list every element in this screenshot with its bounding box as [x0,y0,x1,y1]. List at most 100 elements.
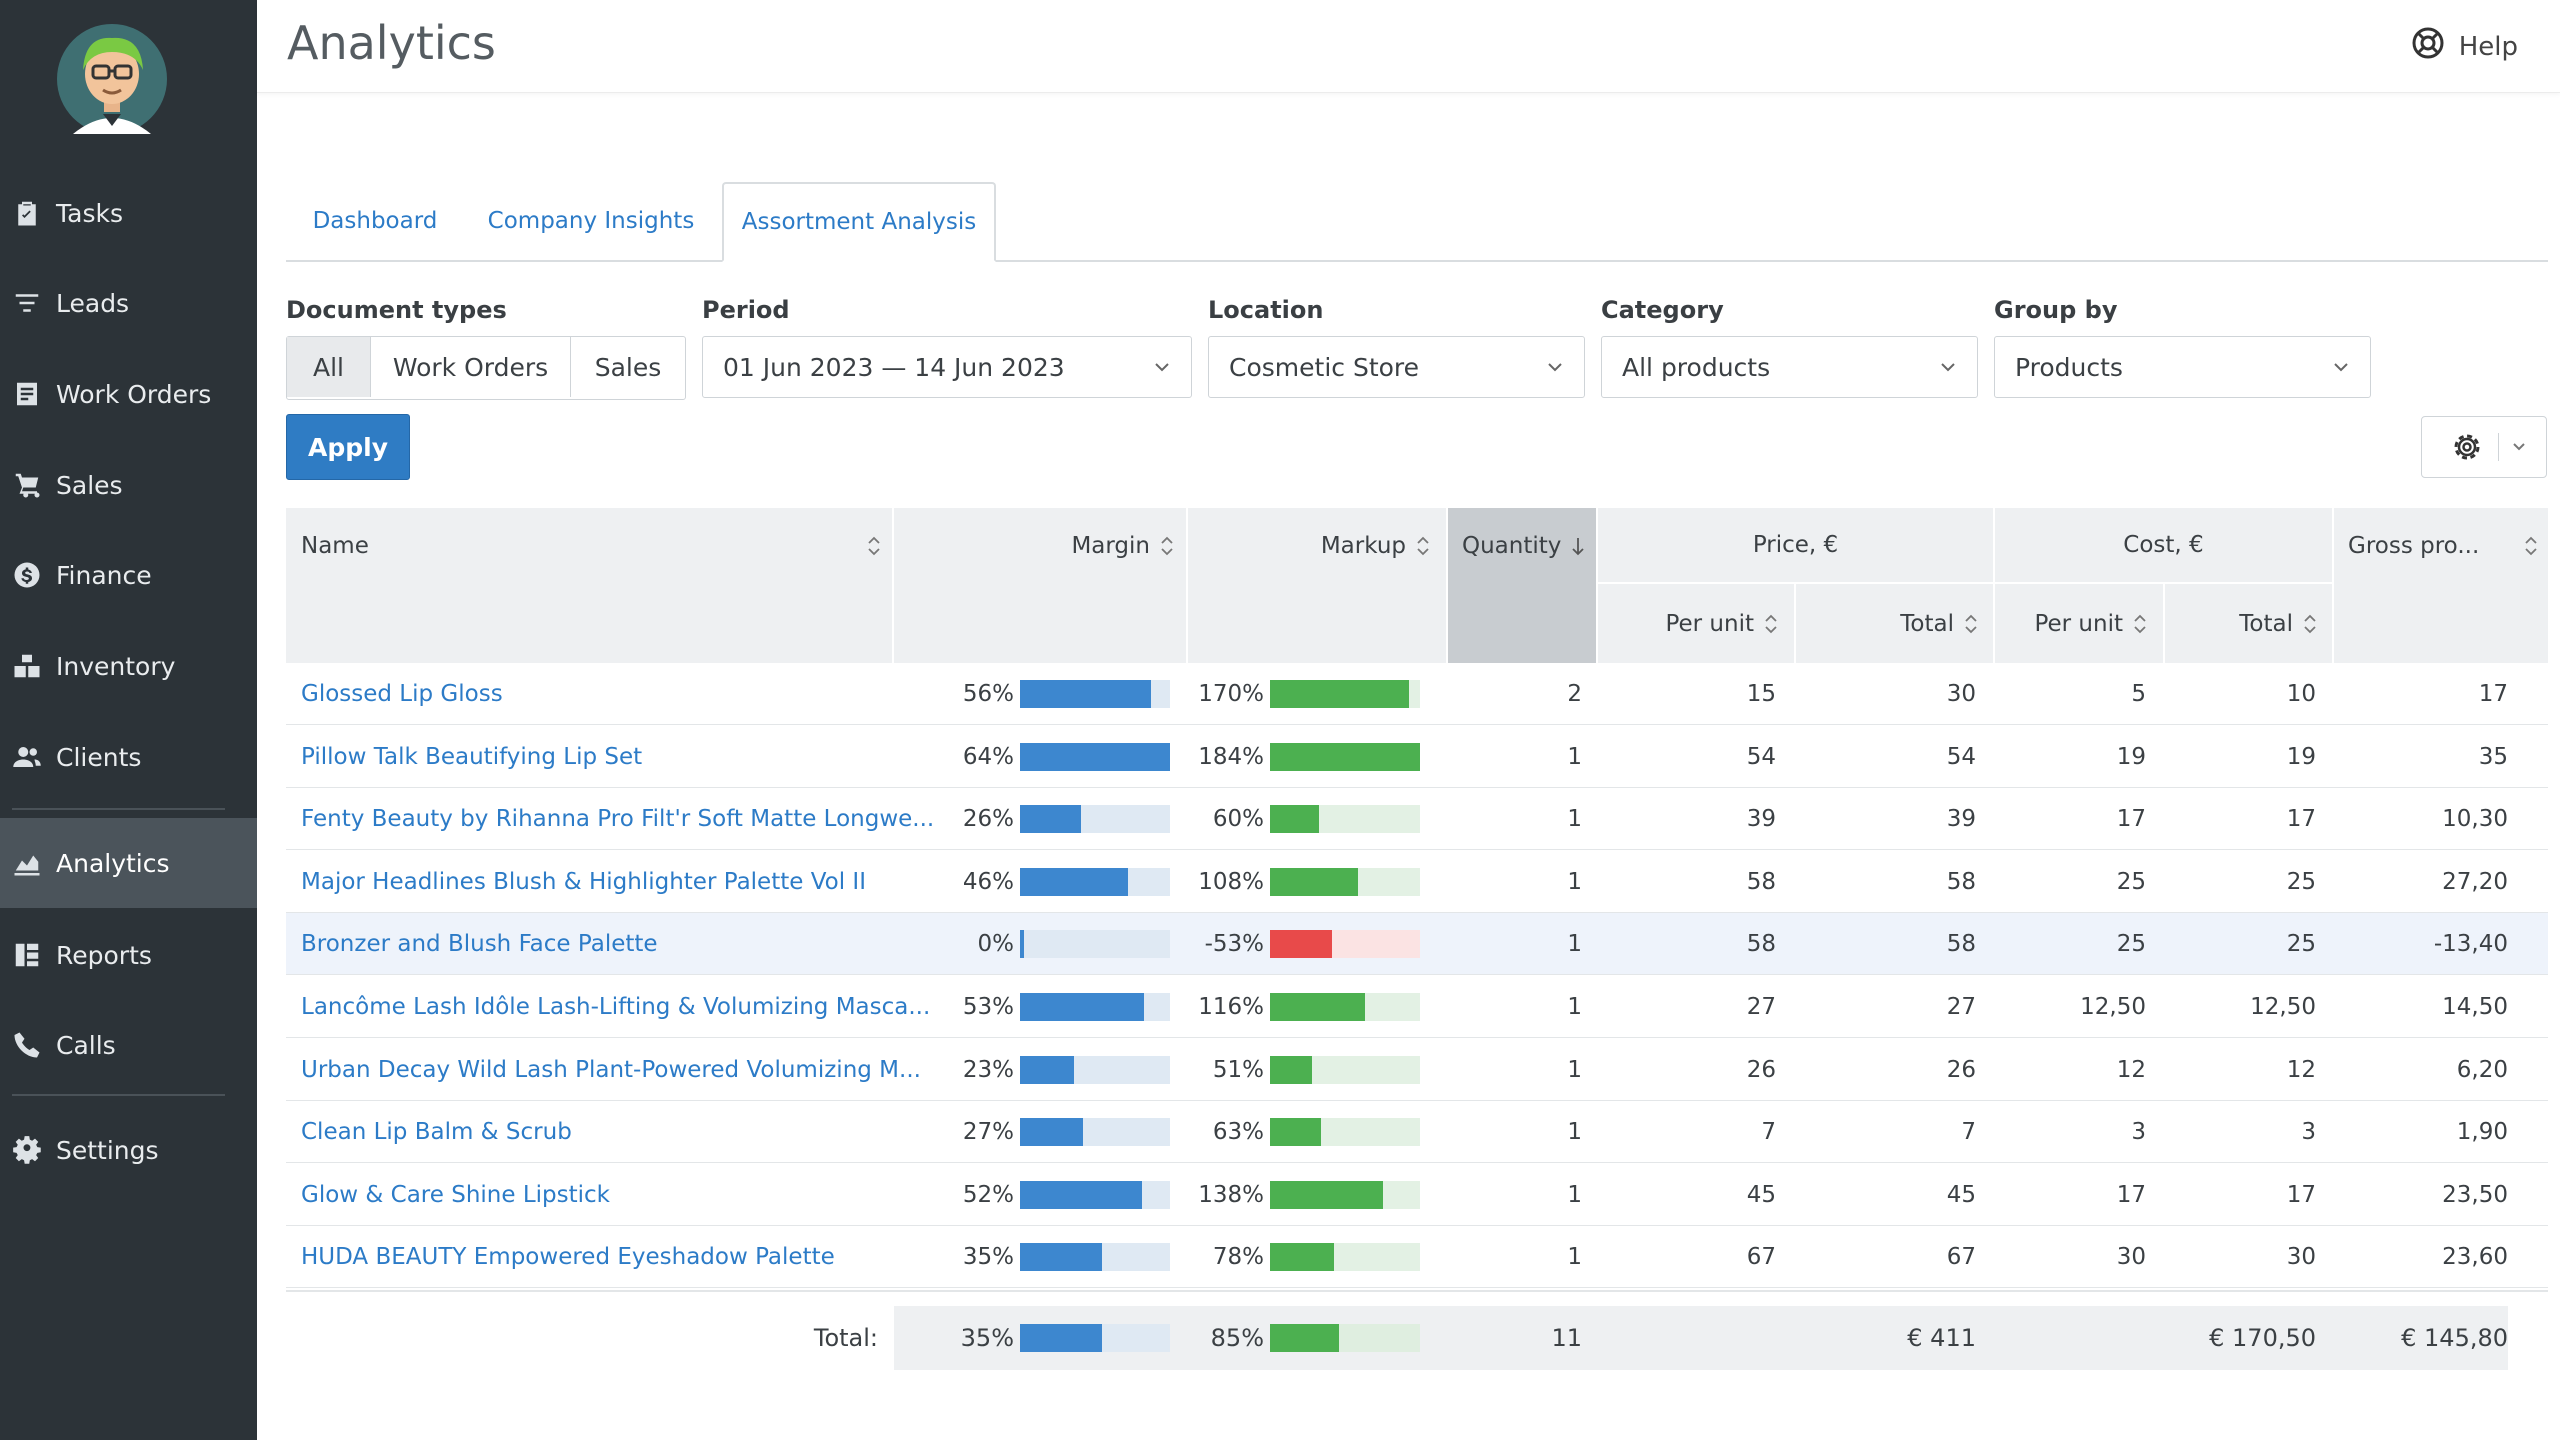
total-markup-bar [1270,1324,1340,1352]
table-row[interactable]: Clean Lip Balm & Scrub 27% 63% 1 7 7 3 3 1,90 [286,1101,2548,1163]
sidebar-item-tasks[interactable]: Tasks [0,168,257,258]
quantity-sorted-column [1446,508,1596,663]
quantity-value: 1 [1567,1057,1582,1083]
sidebar-item-reports[interactable]: Reports [0,910,257,1000]
column-header-name[interactable]: Name [301,508,881,584]
markup-bar-track [1270,930,1420,958]
product-name-link[interactable]: Major Headlines Blush & Highlighter Pale… [301,869,866,895]
doc-type-work-orders-button[interactable]: Work Orders [371,337,571,397]
margin-value: 52% [962,1182,1014,1208]
table-row[interactable]: Lancôme Lash Idôle Lash-Lifting & Volumi… [286,976,2548,1038]
cost-total-value: 12,50 [2250,994,2316,1020]
avatar[interactable] [55,22,169,136]
price-per-unit-value: 67 [1746,1244,1776,1270]
column-header-markup[interactable]: Markup [1188,508,1430,584]
margin-value: 27% [962,1119,1014,1145]
cost-per-unit-value: 19 [2116,744,2146,770]
markup-value: -53% [1204,931,1264,957]
margin-value: 56% [962,681,1014,707]
markup-value: 51% [1212,1057,1264,1083]
product-name-link[interactable]: Fenty Beauty by Rihanna Pro Filt'r Soft … [301,806,935,832]
price-total-value: 58 [1946,869,1976,895]
sidebar-item-work-orders[interactable]: Work Orders [0,349,257,439]
column-header-cost-per-unit[interactable]: Per unit [1995,584,2147,663]
divider [2498,433,2499,461]
markup-bar [1270,805,1319,833]
group-by-label: Group by [1994,296,2118,324]
column-header-margin[interactable]: Margin [894,508,1174,584]
gross-profit-value: 10,30 [2442,806,2508,832]
column-header-price-per-unit[interactable]: Per unit [1598,584,1778,663]
table-total-row: Total: 35% 85% 11 € 411 € 170,50 € 145,80 [286,1290,2548,1370]
sort-icon [1965,614,1977,633]
quantity-value: 1 [1567,994,1582,1020]
product-name-link[interactable]: Urban Decay Wild Lash Plant-Powered Volu… [301,1057,921,1083]
gross-profit-value: 35 [2478,744,2508,770]
apply-button[interactable]: Apply [286,414,410,480]
sidebar-item-leads[interactable]: Leads [0,258,257,348]
product-name-link[interactable]: Glossed Lip Gloss [301,681,503,707]
price-per-unit-value: 54 [1746,744,1776,770]
product-name-link[interactable]: Glow & Care Shine Lipstick [301,1182,610,1208]
sidebar-item-inventory[interactable]: Inventory [0,621,257,711]
table-row[interactable]: Fenty Beauty by Rihanna Pro Filt'r Soft … [286,788,2548,850]
margin-bar [1020,805,1081,833]
table-row[interactable]: Urban Decay Wild Lash Plant-Powered Volu… [286,1039,2548,1101]
margin-bar [1020,930,1024,958]
doc-type-all-button[interactable]: All [287,337,371,397]
margin-bar-track [1020,1118,1170,1146]
table-row[interactable]: Major Headlines Blush & Highlighter Pale… [286,851,2548,913]
sidebar-item-calls[interactable]: Calls [0,1000,257,1090]
sidebar-item-settings[interactable]: Settings [0,1105,257,1195]
category-select[interactable]: All products [1601,336,1978,398]
sidebar-item-sales[interactable]: Sales [0,440,257,530]
margin-bar-track [1020,1056,1170,1084]
tab-dashboard[interactable]: Dashboard [312,208,438,234]
quantity-value: 2 [1567,681,1582,707]
margin-value: 53% [962,994,1014,1020]
sidebar-item-finance[interactable]: Finance [0,530,257,620]
product-name-link[interactable]: Pillow Talk Beautifying Lip Set [301,744,643,770]
column-header-gross-profit[interactable]: Gross pro... [2348,508,2538,584]
product-name-link[interactable]: Bronzer and Blush Face Palette [301,931,658,957]
total-cost-value: € 170,50 [2209,1324,2316,1352]
tab-assortment-analysis[interactable]: Assortment Analysis [722,182,996,262]
location-select[interactable]: Cosmetic Store [1208,336,1585,398]
doc-type-sales-button[interactable]: Sales [594,352,662,382]
markup-bar-track [1270,805,1420,833]
margin-bar [1020,1243,1103,1271]
table-row[interactable]: Pillow Talk Beautifying Lip Set 64% 184% 1 5… [286,726,2548,788]
table-row[interactable]: Glossed Lip Gloss 56% 170% 2 15 30 5 10 17 [286,663,2548,725]
product-name-link[interactable]: HUDA BEAUTY Empowered Eyeshadow Palette [301,1244,835,1270]
column-header-quantity[interactable]: Quantity [1462,508,1592,584]
table-settings-button[interactable] [2421,416,2547,478]
margin-bar-track [1020,680,1170,708]
group-by-select[interactable]: Products [1994,336,2371,398]
period-select[interactable]: 01 Jun 2023 — 14 Jun 2023 [702,336,1192,398]
price-total-value: 45 [1946,1182,1976,1208]
sort-icon [1161,536,1173,556]
document-type-toggle: All Work Orders Sales [286,336,686,400]
quantity-value: 1 [1567,1182,1582,1208]
clipboard-icon [10,196,44,230]
sidebar-item-analytics[interactable]: Analytics [0,818,257,908]
sidebar-item-clients[interactable]: Clients [0,712,257,802]
table-row[interactable]: Glow & Care Shine Lipstick 52% 138% 1 45 45 17… [286,1164,2548,1226]
column-header-cost-total[interactable]: Total [2165,584,2317,663]
sidebar-item-label: Calls [56,1030,116,1060]
total-markup-bar-track [1270,1324,1420,1352]
product-name-link[interactable]: Clean Lip Balm & Scrub [301,1119,572,1145]
markup-bar [1270,1118,1322,1146]
margin-bar-track [1020,930,1170,958]
column-group-price: Price, € [1752,532,1839,558]
column-header-price-total[interactable]: Total [1796,584,1978,663]
cost-per-unit-value: 12 [2116,1057,2146,1083]
table-row[interactable]: HUDA BEAUTY Empowered Eyeshadow Palette 3… [286,1226,2548,1288]
help-button[interactable]: Help [2411,26,2518,67]
tab-company-insights[interactable]: Company Insights [487,208,695,234]
product-name-link[interactable]: Lancôme Lash Idôle Lash-Lifting & Volumi… [301,994,931,1020]
markup-bar [1270,1243,1334,1271]
margin-bar [1020,1181,1142,1209]
table-row[interactable]: Bronzer and Blush Face Palette 0% -53% 1 58 5… [286,913,2548,975]
quantity-value: 1 [1567,744,1582,770]
